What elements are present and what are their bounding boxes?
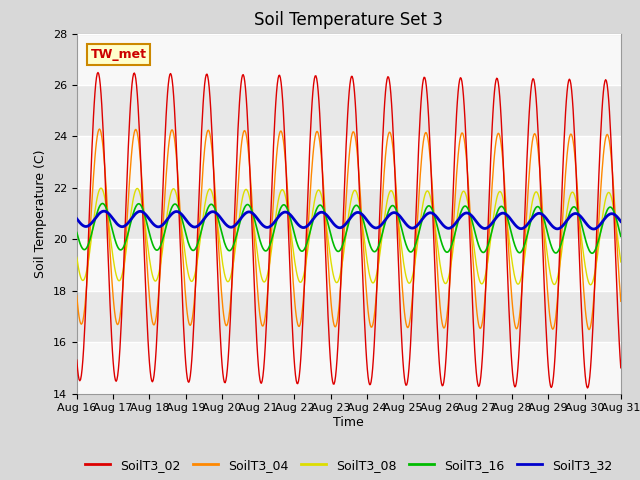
Title: Soil Temperature Set 3: Soil Temperature Set 3	[254, 11, 444, 29]
Y-axis label: Soil Temperature (C): Soil Temperature (C)	[35, 149, 47, 278]
Bar	[77, 136, 621, 188]
Text: TW_met: TW_met	[90, 48, 147, 61]
Bar	[77, 34, 621, 85]
Bar	[77, 342, 621, 394]
Legend: SoilT3_02, SoilT3_04, SoilT3_08, SoilT3_16, SoilT3_32: SoilT3_02, SoilT3_04, SoilT3_08, SoilT3_…	[81, 454, 617, 477]
X-axis label: Time: Time	[333, 416, 364, 429]
Bar	[77, 240, 621, 291]
